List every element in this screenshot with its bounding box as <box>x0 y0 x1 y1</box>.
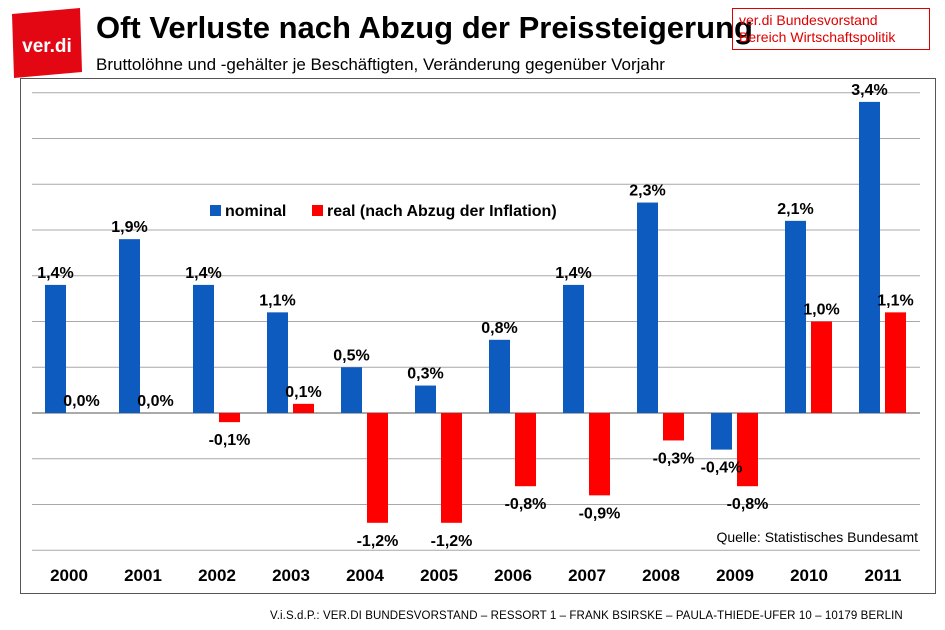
bar-nominal-2008 <box>637 202 658 413</box>
bar-nominal-2007 <box>563 284 584 413</box>
label-nominal-2002: 1,4% <box>185 265 221 282</box>
x-tick-2009: 2009 <box>716 566 754 585</box>
x-tick-2006: 2006 <box>494 566 532 585</box>
bar-nominal-2001 <box>119 239 140 413</box>
org-line-1: ver.di Bundesvorstand <box>739 12 878 28</box>
label-real-2002: -0,1% <box>209 432 251 449</box>
bar-real-2007 <box>589 413 610 496</box>
verdi-logo: ver.di <box>12 8 82 78</box>
label-real-2007: -0,9% <box>579 505 621 522</box>
x-tick-2000: 2000 <box>50 566 88 585</box>
bar-real-2002 <box>219 413 240 423</box>
page-title: Oft Verluste nach Abzug der Preissteiger… <box>96 10 753 45</box>
label-real-2005: -1,2% <box>431 533 473 550</box>
x-tick-2003: 2003 <box>272 566 310 585</box>
label-nominal-2005: 0,3% <box>407 366 443 383</box>
bar-real-2008 <box>663 413 684 441</box>
bar-real-2003 <box>293 403 314 413</box>
x-tick-2001: 2001 <box>124 566 162 585</box>
bar-nominal-2004 <box>341 367 362 413</box>
label-nominal-2006: 0,8% <box>481 320 517 337</box>
legend-swatch-nominal <box>210 205 221 216</box>
x-tick-2002: 2002 <box>198 566 236 585</box>
x-tick-labels: 2000 2001 2002 2003 2004 2005 2006 2007 2008 2009… <box>50 566 901 585</box>
x-tick-2004: 2004 <box>346 566 384 585</box>
x-tick-2007: 2007 <box>568 566 606 585</box>
x-tick-2011: 2011 <box>865 566 902 585</box>
label-nominal-2009: -0,4% <box>701 460 743 477</box>
legend-label-nominal: nominal <box>225 203 286 220</box>
label-real-2000: 0,0% <box>63 393 99 410</box>
label-real-2010: 1,0% <box>803 302 839 319</box>
label-real-2004: -1,2% <box>357 533 399 550</box>
bar-nominal-2006 <box>489 339 510 413</box>
legend: nominal real (nach Abzug der Inflation) <box>210 203 557 220</box>
bar-nominal-2011 <box>859 101 880 414</box>
label-real-2006: -0,8% <box>505 496 547 513</box>
page-subtitle: Bruttolöhne und -gehälter je Beschäftigt… <box>96 55 665 74</box>
bar-nominal-2000 <box>45 284 66 413</box>
bar-nominal-2003 <box>267 312 288 413</box>
bar-real-2009 <box>737 413 758 487</box>
label-nominal-2008: 2,3% <box>629 183 665 200</box>
label-nominal-2003: 1,1% <box>259 292 295 309</box>
legend-swatch-real <box>312 205 323 216</box>
x-tick-2005: 2005 <box>420 566 458 585</box>
bar-nominal-2010 <box>785 220 806 413</box>
label-nominal-2001: 1,9% <box>111 219 147 236</box>
bar-nominal-2002 <box>193 284 214 413</box>
bar-nominal-2005 <box>415 385 436 413</box>
bar-real-2011 <box>885 312 906 413</box>
source-note: Quelle: Statistisches Bundesamt <box>716 529 918 545</box>
bar-real-2004 <box>367 413 388 523</box>
label-real-2011: 1,1% <box>877 292 913 309</box>
bars <box>45 101 906 523</box>
logo-text: ver.di <box>22 36 72 57</box>
label-nominal-2004: 0,5% <box>333 347 369 364</box>
label-nominal-2010: 2,1% <box>777 201 813 218</box>
bar-real-2006 <box>515 413 536 487</box>
label-real-2001: 0,0% <box>137 393 173 410</box>
x-tick-2008: 2008 <box>642 566 680 585</box>
bar-real-2010 <box>811 321 832 413</box>
bar-nominal-2009 <box>711 413 732 450</box>
legend-label-real: real (nach Abzug der Inflation) <box>327 203 557 220</box>
org-line-2: Bereich Wirtschaftspolitik <box>739 29 896 45</box>
label-real-2003: 0,1% <box>285 384 321 401</box>
bar-real-2005 <box>441 413 462 523</box>
chart-frame <box>20 78 936 594</box>
label-real-2008: -0,3% <box>653 450 695 467</box>
label-nominal-2011: 3,4% <box>851 82 887 99</box>
label-real-2009: -0,8% <box>727 496 769 513</box>
footer-imprint: V.i.S.d.P.: VER.DI BUNDESVORSTAND – RESS… <box>270 610 903 622</box>
grid-lines <box>32 92 920 551</box>
data-labels: 1,4% 0,0% 1,9% 0,0% 1,4% -0,1% 1,1% 0,1% 0,5% -1,… <box>37 82 913 550</box>
label-nominal-2000: 1,4% <box>37 265 73 282</box>
org-box: ver.di Bundesvorstand Bereich Wirtschaft… <box>732 8 930 50</box>
label-nominal-2007: 1,4% <box>555 265 591 282</box>
x-tick-2010: 2010 <box>790 566 828 585</box>
